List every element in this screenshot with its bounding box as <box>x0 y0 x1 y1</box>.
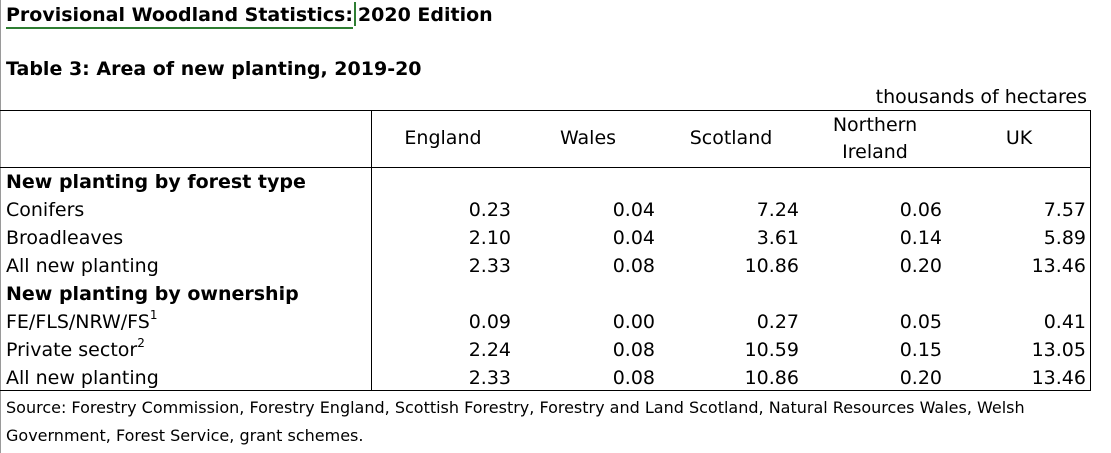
cell-england: 2.33 <box>468 255 511 277</box>
row-label-text: Private sector <box>6 339 138 361</box>
cell-northern-ireland: 0.20 <box>899 367 942 389</box>
cell-uk: 0.41 <box>1043 311 1086 333</box>
table-frame <box>0 110 1091 391</box>
cell-uk: 7.57 <box>1043 199 1086 221</box>
column-header-line: Northern <box>832 114 918 136</box>
row-label-text: FE/FLS/NRW/FS <box>6 311 150 333</box>
cell-scotland: 0.27 <box>756 311 799 333</box>
title-part-2: 2020 Edition <box>357 4 493 26</box>
cell-england: 0.09 <box>468 311 511 333</box>
units-label: thousands of hectares <box>875 86 1087 108</box>
row-label: Broadleaves <box>6 224 123 252</box>
column-header-uk: UK <box>959 125 1079 152</box>
table-row: All new planting 2.33 0.08 10.86 0.20 13.46 <box>0 364 1091 392</box>
cell-scotland: 7.24 <box>756 199 799 221</box>
row-label: All new planting <box>6 252 159 280</box>
cell-wales: 0.08 <box>612 339 655 361</box>
row-label-text: Conifers <box>6 199 85 221</box>
row-label-text: Broadleaves <box>6 227 124 249</box>
row-label-text: New planting by forest type <box>6 171 306 193</box>
cell-uk: 13.46 <box>1031 367 1086 389</box>
text-cursor <box>353 2 356 26</box>
row-label-text: New planting by ownership <box>6 283 299 305</box>
label-column-divider <box>371 110 372 391</box>
table-title: Table 3: Area of new planting, 2019-20 <box>6 58 422 80</box>
cell-england: 2.33 <box>468 367 511 389</box>
table-body: New planting by forest type Conifers 0.23 0… <box>0 168 1091 392</box>
sheet-left-border <box>0 0 1 453</box>
cell-northern-ireland: 0.06 <box>899 199 942 221</box>
cell-northern-ireland: 0.05 <box>899 311 942 333</box>
column-header-line: England <box>404 127 482 149</box>
column-header-line: Wales <box>559 127 617 149</box>
row-label-text: All new planting <box>6 367 159 389</box>
cell-wales: 0.08 <box>612 367 655 389</box>
column-header-line: Scotland <box>689 127 773 149</box>
source-note: Source: Forestry Commission, Forestry En… <box>6 398 1025 445</box>
column-header-wales: Wales <box>528 125 648 152</box>
column-header-scotland: Scotland <box>671 125 791 152</box>
table-row: Conifers 0.23 0.04 7.24 0.06 7.57 <box>0 196 1091 224</box>
column-header-line: UK <box>1005 127 1033 149</box>
section-heading-row: New planting by forest type <box>0 168 1091 196</box>
cell-england: 2.10 <box>468 227 511 249</box>
column-header-northern-ireland: Northern Ireland <box>815 112 935 166</box>
cell-england: 2.24 <box>468 339 511 361</box>
cell-uk: 13.46 <box>1031 255 1086 277</box>
row-label: FE/FLS/NRW/FS1 <box>6 308 157 336</box>
title-part-1[interactable]: Provisional Woodland Statistics: <box>6 4 353 29</box>
cell-northern-ireland: 0.14 <box>899 227 942 249</box>
column-header-line: Ireland <box>842 141 908 163</box>
footnote-marker: 2 <box>137 336 145 350</box>
table-row: FE/FLS/NRW/FS1 0.09 0.00 0.27 0.05 0.41 <box>0 308 1091 336</box>
cell-wales: 0.04 <box>612 227 655 249</box>
cell-wales: 0.08 <box>612 255 655 277</box>
section-heading: New planting by forest type <box>6 168 306 196</box>
table-row: All new planting 2.33 0.08 10.86 0.20 13.46 <box>0 252 1091 280</box>
cell-wales: 0.00 <box>612 311 655 333</box>
cell-uk: 13.05 <box>1031 339 1086 361</box>
cell-scotland: 3.61 <box>756 227 799 249</box>
cell-england: 0.23 <box>468 199 511 221</box>
section-heading: New planting by ownership <box>6 280 299 308</box>
column-header-england: England <box>383 125 503 152</box>
cell-northern-ireland: 0.15 <box>899 339 942 361</box>
cell-northern-ireland: 0.20 <box>899 255 942 277</box>
header-divider <box>0 167 1091 168</box>
publication-title: Provisional Woodland Statistics: 2020 Edi… <box>6 2 493 29</box>
section-heading-row: New planting by ownership <box>0 280 1091 308</box>
cell-scotland: 10.86 <box>744 367 799 389</box>
row-label-text: All new planting <box>6 255 159 277</box>
table-row: Broadleaves 2.10 0.04 3.61 0.14 5.89 <box>0 224 1091 252</box>
row-label: All new planting <box>6 364 159 392</box>
table-row: Private sector2 2.24 0.08 10.59 0.15 13.05 <box>0 336 1091 364</box>
cell-scotland: 10.86 <box>744 255 799 277</box>
row-label: Conifers <box>6 196 84 224</box>
row-label: Private sector2 <box>6 336 145 364</box>
footnote-marker: 1 <box>149 308 158 322</box>
cell-scotland: 10.59 <box>744 339 799 361</box>
cell-uk: 5.89 <box>1043 227 1086 249</box>
cell-wales: 0.04 <box>612 199 655 221</box>
